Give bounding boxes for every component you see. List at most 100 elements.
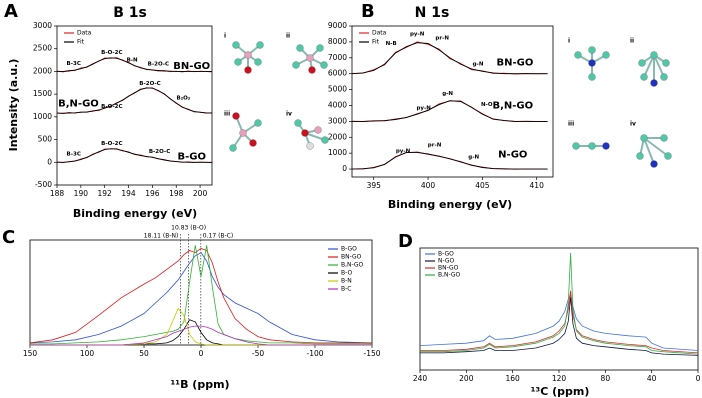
x-axis-label: ¹¹B (ppm) [170,378,229,391]
peak-label: B-2O-C [149,149,170,155]
x-tick-label: 410 [530,181,545,190]
atom [306,54,314,62]
series-line [30,245,372,345]
x-tick-label: -100 [306,349,323,358]
x-axis-label: Binding energy (eV) [388,198,512,211]
atom [588,142,596,150]
atom [660,73,668,81]
atom [244,66,252,74]
legend-label: B,N-GO [341,262,364,269]
structure-label: i [568,38,570,45]
atom [296,44,304,52]
legend-label: B-GO [341,246,357,253]
plot-frame [351,25,554,178]
series-line [29,247,372,344]
series-line [29,252,373,344]
atom [638,59,646,67]
atom [650,51,658,59]
y-axis-label: Intensity (a.u.) [7,59,20,152]
legend-label: BN-GO [438,265,459,272]
peak-label: B-3C [67,152,81,158]
y-tick-label: 7000 [328,53,347,62]
structure-label: iv [286,111,292,118]
atom [314,126,322,134]
peak-label: py-N [416,105,431,111]
atom [602,142,610,150]
series-line [57,87,213,114]
plot-frame [56,25,213,186]
atom [660,134,668,142]
atom [588,59,596,67]
atom [320,61,328,69]
peak-label: pr-N [428,143,442,149]
atom [306,142,314,150]
y-tick-label: 1000 [328,148,347,157]
legend-label: BN-GO [341,254,362,261]
legend-label: Fit [77,39,85,46]
panel-label: C [2,227,15,248]
x-tick-label: 50 [139,349,149,358]
peak-label: B-2O-C [139,81,160,87]
series-line [420,252,699,355]
atom [239,129,247,137]
y-tick-label: 0 [47,157,52,166]
atom [650,160,658,168]
atom [294,119,302,127]
series-line [57,148,212,163]
y-tick-label: 3000 [33,21,52,30]
y-tick-label: 500 [38,135,53,144]
peak-label: g-N [473,62,484,68]
atom [256,41,264,49]
bond [643,137,655,165]
structure-label: iii [568,121,574,128]
atom [232,112,240,120]
y-tick-label: 3000 [328,116,347,125]
legend-label: Data [372,30,387,37]
legend-label: B,N-GO [438,272,461,279]
atom [254,58,262,66]
atom [636,152,644,160]
peak-label: B₂O₃ [177,95,191,101]
atom [588,73,596,81]
y-tick-label: 2500 [33,44,52,53]
x-tick-label: 120 [552,374,567,383]
atom [664,152,672,160]
peak-label: BN-GO [497,58,534,69]
atom [316,44,324,52]
panel-label: B [361,1,375,22]
series-line [352,100,548,122]
chart-title: N 1s [415,5,450,21]
chart-title: B 1s [113,5,147,21]
peak-label: B-N [127,58,138,64]
x-tick-label: 200 [193,189,208,198]
peak-label: B-GO [177,151,205,162]
atom [588,46,596,54]
series-line [420,296,699,356]
x-tick-label: 240 [413,374,428,383]
x-tick-label: 0 [696,374,701,383]
peak-label: BN-GO [173,61,210,72]
x-tick-label: -50 [252,349,264,358]
x-tick-label: 200 [459,374,474,383]
peak-label: N-GO [498,150,527,161]
x-tick-label: 192 [98,189,113,198]
panel-label: A [4,1,18,22]
x-tick-label: 100 [80,349,95,358]
x-tick-label: 405 [475,181,490,190]
peak-label: pr-N [435,35,449,41]
peak-label: B-2O-C [148,62,169,68]
atom [292,61,300,69]
x-tick-label: 400 [421,181,436,190]
legend-label: B-O [341,270,352,277]
series-line [419,293,699,351]
atom [662,59,670,67]
peak-label: g-N [468,155,479,161]
structure-label: iv [630,121,636,128]
x-tick-label: 190 [74,189,89,198]
x-tick-label: 198 [169,189,184,198]
reference-label: 10.83 (B-O) [171,225,206,232]
y-tick-label: 9000 [328,21,347,30]
bond [653,54,665,78]
y-tick-label: 2000 [33,66,52,75]
